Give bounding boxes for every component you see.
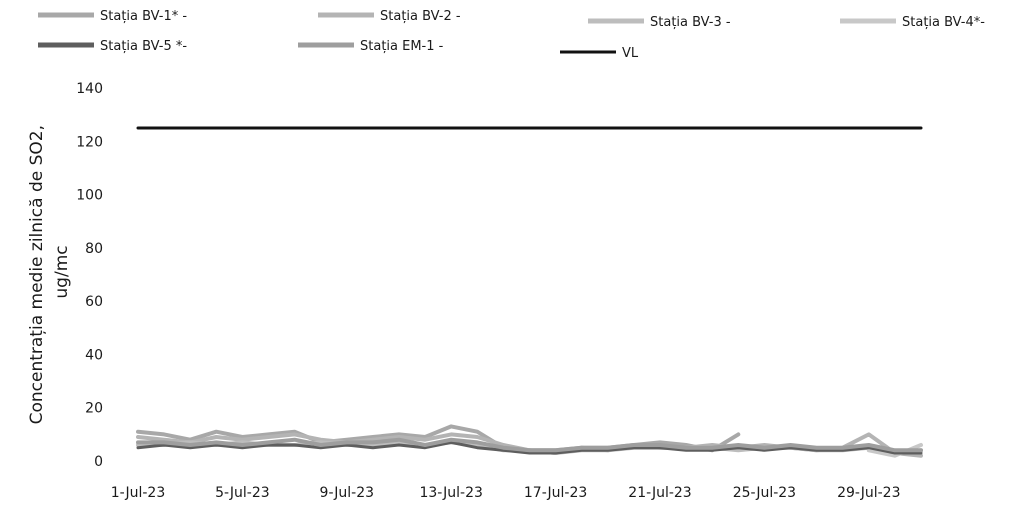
legend-label: Stația BV-2 - <box>380 9 461 24</box>
legend-label: Stația BV-4*- <box>902 15 985 30</box>
legend-label: Stația BV-5 *- <box>100 39 187 54</box>
legend-label: Stația EM-1 - <box>360 39 444 54</box>
x-tick-label: 25-Jul-23 <box>733 485 796 501</box>
series-line-6 <box>136 437 923 453</box>
series-layer <box>136 126 923 458</box>
y-tick-label: 0 <box>94 454 103 470</box>
y-tick-label: 80 <box>85 241 103 257</box>
y-axis-title: Concentrația medie zilnică de SO2, ug/mc <box>27 120 72 425</box>
x-tick-label: 21-Jul-23 <box>628 485 691 501</box>
y-axis: 0 20 40 60 80 100 120 140 <box>76 81 103 470</box>
y-tick-label: 40 <box>85 347 103 363</box>
series-line-5 <box>136 440 923 455</box>
y-tick-label: 100 <box>76 188 103 204</box>
legend-label: Stația BV-1* - <box>100 9 187 24</box>
y-tick-label: 120 <box>76 134 103 150</box>
y-axis-title-line1: Concentrația medie zilnică de SO2, <box>27 125 47 424</box>
legend-label: Stația BV-3 - <box>650 15 731 30</box>
legend-label: VL <box>622 46 639 61</box>
x-tick-label: 13-Jul-23 <box>419 485 482 501</box>
x-tick-label: 17-Jul-23 <box>524 485 587 501</box>
y-tick-label: 140 <box>76 81 103 97</box>
x-axis: 1-Jul-23 5-Jul-23 9-Jul-23 13-Jul-23 17-Jul-… <box>111 485 901 501</box>
y-tick-label: 60 <box>85 294 103 310</box>
y-tick-label: 20 <box>85 401 103 417</box>
x-tick-label: 5-Jul-23 <box>215 485 270 501</box>
x-tick-label: 29-Jul-23 <box>837 485 900 501</box>
legend: Stația BV-1* - Stația BV-2 - Stația BV-3 -… <box>38 9 985 61</box>
x-tick-label: 1-Jul-23 <box>111 485 166 501</box>
y-axis-title-line2: ug/mc <box>52 245 72 298</box>
x-tick-label: 9-Jul-23 <box>320 485 375 501</box>
